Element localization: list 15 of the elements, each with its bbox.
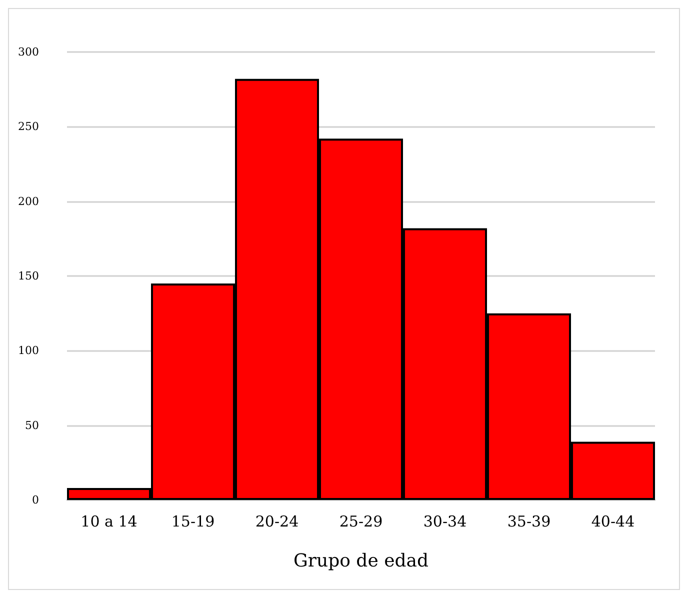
x-axis-title: Grupo de edad (294, 550, 428, 572)
y-tick-label: 0 (32, 494, 39, 506)
y-tick-label: 200 (18, 194, 39, 208)
x-tick-label: 25-29 (339, 512, 383, 530)
x-tick-label: 15-19 (171, 512, 215, 530)
x-tick-label: 20-24 (255, 512, 299, 530)
y-tick-label: 50 (25, 418, 39, 432)
y-tick-label: 150 (18, 270, 39, 282)
x-tick-label: 40-44 (591, 512, 635, 530)
x-tick-label: 30-34 (423, 512, 467, 530)
y-tick-label: 250 (18, 120, 39, 134)
x-tick-label: 35-39 (507, 512, 551, 530)
y-tick-label: 100 (18, 344, 39, 358)
x-tick-label: 10 a 14 (80, 512, 138, 530)
y-tick-label: 300 (18, 46, 39, 58)
